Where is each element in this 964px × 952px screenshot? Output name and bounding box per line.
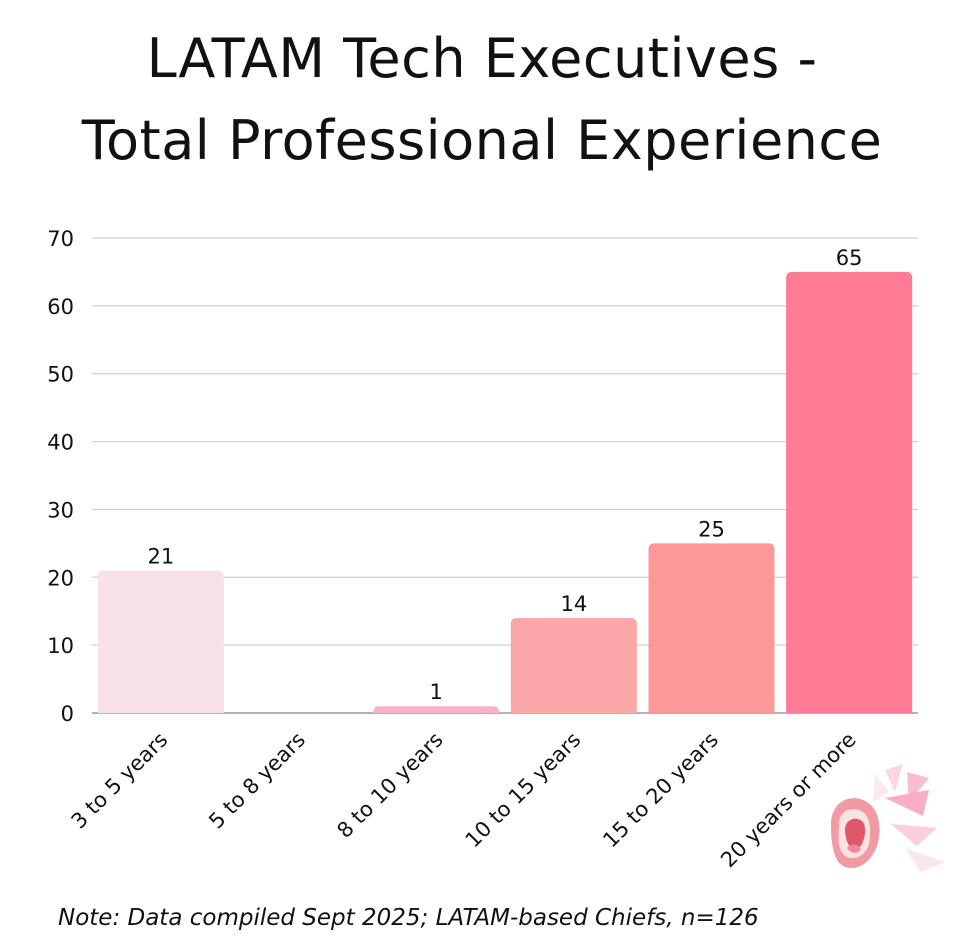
bar (786, 271, 913, 713)
bar-chart: 0 10 20 30 40 50 60 70 21 3 to 5 years 5 to 8 year… (47, 227, 918, 872)
y-tick-label: 10 (47, 634, 74, 658)
y-tick-label: 60 (47, 295, 74, 319)
bar (97, 570, 224, 713)
data-label: 21 (147, 545, 174, 569)
y-tick-label: 50 (47, 363, 74, 387)
y-tick-label: 0 (61, 702, 74, 726)
y-tick-label: 40 (47, 431, 74, 455)
x-tick-label: 10 to 15 years (461, 728, 586, 853)
y-tick-label: 20 (47, 566, 74, 590)
x-tick-label: 3 to 5 years (67, 728, 173, 834)
x-tick-label: 5 to 8 years (204, 728, 310, 834)
chart-title-line-2: Total Professional Experience (81, 109, 883, 172)
data-label: 14 (560, 592, 587, 616)
bar (648, 543, 775, 713)
open-mouth-shout-icon (831, 764, 945, 872)
data-label: 1 (429, 680, 442, 704)
x-tick-label: 15 to 20 years (598, 728, 723, 853)
chart-title-line-1: LATAM Tech Executives - (146, 27, 818, 90)
chart-title: LATAM Tech Executives - Total Profession… (0, 18, 964, 182)
bar (510, 618, 637, 713)
bar (373, 706, 500, 713)
data-label: 65 (836, 246, 863, 270)
y-tick-label: 70 (47, 227, 74, 251)
y-tick-label: 30 (47, 498, 74, 522)
x-tick-label: 8 to 10 years (332, 728, 447, 843)
footnote: Note: Data compiled Sept 2025; LATAM-bas… (58, 905, 759, 931)
data-label: 25 (698, 517, 725, 541)
